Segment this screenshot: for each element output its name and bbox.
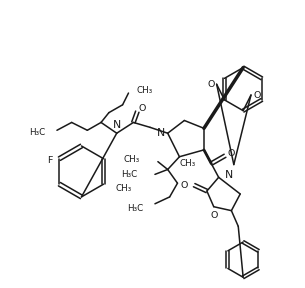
Text: CH₃: CH₃ bbox=[179, 159, 196, 168]
Text: CH₃: CH₃ bbox=[136, 86, 152, 94]
Text: N: N bbox=[113, 120, 121, 130]
Text: CH₃: CH₃ bbox=[115, 184, 131, 193]
Text: F: F bbox=[47, 156, 52, 165]
Text: N: N bbox=[157, 128, 165, 138]
Text: H₃C: H₃C bbox=[127, 204, 143, 213]
Text: H₃C: H₃C bbox=[29, 128, 45, 137]
Text: O: O bbox=[181, 181, 188, 190]
Text: CH₃: CH₃ bbox=[124, 155, 140, 164]
Text: O: O bbox=[207, 80, 214, 89]
Text: O: O bbox=[227, 149, 235, 158]
Text: H₃C: H₃C bbox=[121, 170, 137, 179]
Text: N: N bbox=[224, 170, 233, 180]
Text: O: O bbox=[210, 211, 217, 220]
Text: O: O bbox=[138, 104, 146, 113]
Text: O: O bbox=[253, 90, 260, 99]
